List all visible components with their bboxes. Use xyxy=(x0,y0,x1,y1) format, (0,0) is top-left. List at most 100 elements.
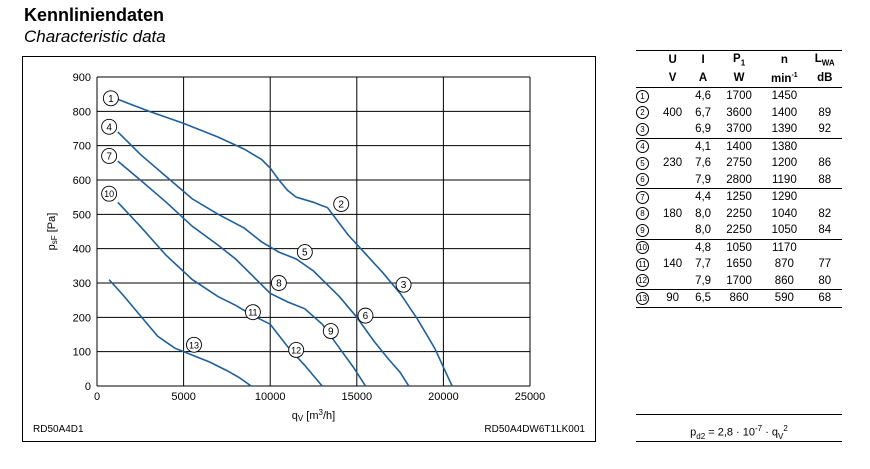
chart-panel: 0 5000 10000 15000 20000 25000 0 100 200 300 400 50… xyxy=(22,56,596,442)
table-row: 6 7,9 2800 1190 88 xyxy=(636,172,842,189)
x-tick-label: 0 xyxy=(94,391,100,403)
curve-marker-label: 4 xyxy=(106,122,112,133)
cell-voltage xyxy=(656,188,690,206)
y-tick-label: 900 xyxy=(73,72,91,84)
curve-marker-label: 5 xyxy=(302,248,308,259)
cell-sound-level: 77 xyxy=(818,258,832,271)
row-number-circle: 3 xyxy=(636,122,649,136)
cell-voltage: 180 xyxy=(663,207,683,220)
cell-speed: 1390 xyxy=(771,123,798,136)
curve-marker-label: 1 xyxy=(108,94,114,105)
y-tick-label: 500 xyxy=(73,209,91,221)
row-number-circle: 1 xyxy=(636,89,649,103)
row-number-circle: 5 xyxy=(636,156,649,170)
table-row: 11 140 7,7 1650 870 77 xyxy=(636,256,842,273)
table-row: 1 4,6 1700 1450 xyxy=(636,87,842,105)
curve-13 xyxy=(108,279,252,387)
cell-sound-level: 80 xyxy=(818,274,832,287)
header-lwa: LWA xyxy=(807,50,842,69)
y-axis-label: psF [Pa] xyxy=(46,213,59,251)
cell-voltage: 230 xyxy=(663,157,683,170)
cell-voltage: 90 xyxy=(656,289,690,308)
row-number: 5 xyxy=(636,155,656,172)
characteristic-chart: 0 5000 10000 15000 20000 25000 0 100 200 300 400 50… xyxy=(46,72,546,423)
row-number-circle: 9 xyxy=(636,223,649,237)
row-number: 9 xyxy=(636,222,656,239)
curve-marker-circle xyxy=(270,275,287,291)
y-tick-label: 200 xyxy=(73,312,91,324)
curve-marker-label: 11 xyxy=(248,308,257,318)
table-header-units-top: U I P1 n LWA xyxy=(636,50,842,69)
cell-power: 1400 xyxy=(716,137,762,155)
cell-sound-level: 84 xyxy=(818,224,832,237)
cell-speed: 1170 xyxy=(761,238,808,256)
curve-marker-label: 12 xyxy=(291,345,301,355)
row-number: 3 xyxy=(636,121,656,138)
cell-power: 1250 xyxy=(716,188,762,206)
header-u: U xyxy=(656,50,690,69)
cell-power: 2800 xyxy=(726,173,752,186)
cell-sound-level: 89 xyxy=(818,106,832,119)
cell-voltage xyxy=(656,222,689,239)
curve-marker-circle xyxy=(322,323,339,340)
curve-marker-circle xyxy=(101,185,118,202)
header-n: n xyxy=(761,50,808,69)
row-number: 10 xyxy=(636,238,656,256)
cell-current: 7,9 xyxy=(695,274,712,287)
table-row: 3 6,9 3700 1390 92 xyxy=(636,121,842,138)
curve-marker-label: 3 xyxy=(401,280,407,291)
formula-dynamic-pressure: pd2 = 2,8 · 10-7 · qV2 xyxy=(636,414,842,442)
x-tick-label: 5000 xyxy=(171,391,195,403)
model-code-right: RD50A4DW6T1LK001 xyxy=(484,424,585,435)
table-row: 5 230 7,6 2750 1200 86 xyxy=(636,155,842,172)
table-row: 10 4,8 1050 1170 xyxy=(636,238,842,256)
cell-sound-level: 82 xyxy=(818,207,832,220)
y-tick-label: 800 xyxy=(73,106,91,118)
cell-current: 8,0 xyxy=(695,224,712,237)
row-number: 7 xyxy=(636,188,656,206)
cell-voltage: 400 xyxy=(663,106,683,119)
header-i: I xyxy=(689,50,717,69)
curve-marker-circle xyxy=(333,196,350,212)
curve-7 xyxy=(117,160,367,387)
cell-current: 4,8 xyxy=(689,238,717,256)
row-number: 6 xyxy=(636,172,656,189)
cell-sound-level: 88 xyxy=(818,173,832,186)
table-row: 8 180 8,0 2250 1040 82 xyxy=(636,206,842,223)
curve-marker-label: 13 xyxy=(189,340,199,350)
x-tick-label: 10000 xyxy=(255,391,286,403)
cell-current: 7,6 xyxy=(695,157,712,170)
curve-10 xyxy=(117,201,323,387)
row-number-circle: 7 xyxy=(636,190,649,204)
table-row: 13 90 6,5 860 590 68 xyxy=(636,289,842,308)
table-row: 7 4,4 1250 1290 xyxy=(636,188,842,206)
curve-marker-label: 8 xyxy=(276,279,282,290)
cell-sound-level xyxy=(807,238,842,256)
table-row: 12 7,9 1700 860 80 xyxy=(636,273,842,290)
cell-sound-level xyxy=(807,137,842,155)
table-row: 9 8,0 2250 1050 84 xyxy=(636,222,842,239)
spec-table: U I P1 n LWA V A W min-1 dB 1 4,6 1700 1450… xyxy=(636,50,842,308)
cell-current: 4,4 xyxy=(689,188,717,206)
chart-title: Kennliniendaten xyxy=(24,5,165,25)
cell-voltage xyxy=(656,273,689,290)
x-axis-label: qV [m3/h] xyxy=(292,408,335,423)
cell-current: 7,7 xyxy=(695,258,712,271)
cell-sound-level: 68 xyxy=(807,289,842,308)
row-number: 4 xyxy=(636,137,656,155)
cell-power: 3600 xyxy=(726,106,752,119)
cell-speed: 1050 xyxy=(771,224,798,237)
cell-current: 6,5 xyxy=(689,289,717,308)
row-number-circle: 2 xyxy=(636,106,649,120)
cell-speed: 590 xyxy=(761,289,808,308)
cell-voltage: 140 xyxy=(663,258,683,271)
x-tick-label: 20000 xyxy=(428,391,459,403)
cell-speed: 1190 xyxy=(771,173,797,186)
curve-1 xyxy=(117,98,328,209)
curve-4 xyxy=(117,131,410,387)
cell-speed: 1040 xyxy=(771,207,798,220)
cell-speed: 1380 xyxy=(761,137,808,155)
cell-current: 8,0 xyxy=(695,207,712,220)
x-tick-label: 25000 xyxy=(515,391,546,403)
unit-db: dB xyxy=(807,69,842,88)
